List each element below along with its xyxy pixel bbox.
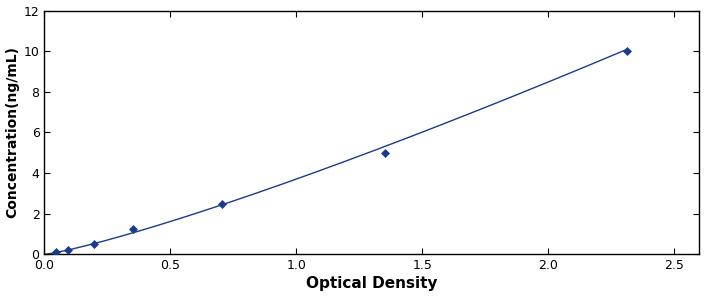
Y-axis label: Concentration(ng/mL): Concentration(ng/mL) xyxy=(6,47,20,219)
X-axis label: Optical Density: Optical Density xyxy=(306,277,438,291)
